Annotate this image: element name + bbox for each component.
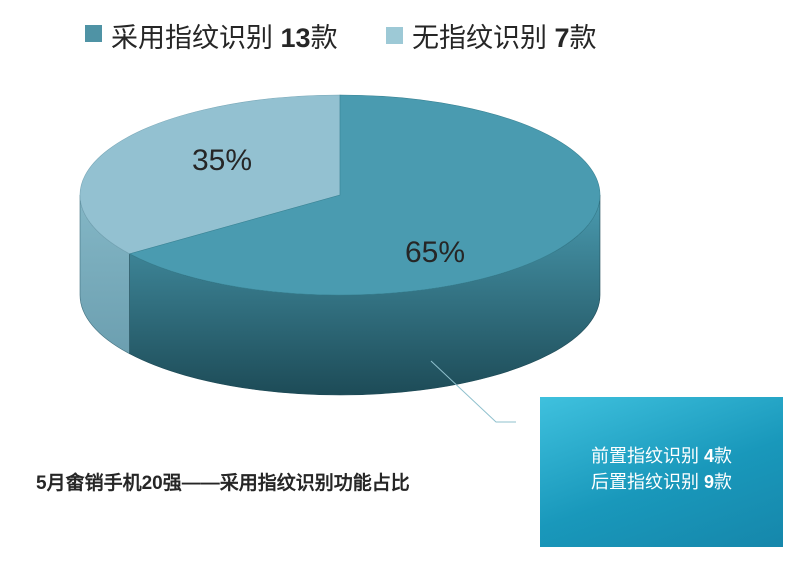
svg-text:65%: 65% [405, 236, 465, 269]
svg-text:35%: 35% [192, 144, 252, 177]
